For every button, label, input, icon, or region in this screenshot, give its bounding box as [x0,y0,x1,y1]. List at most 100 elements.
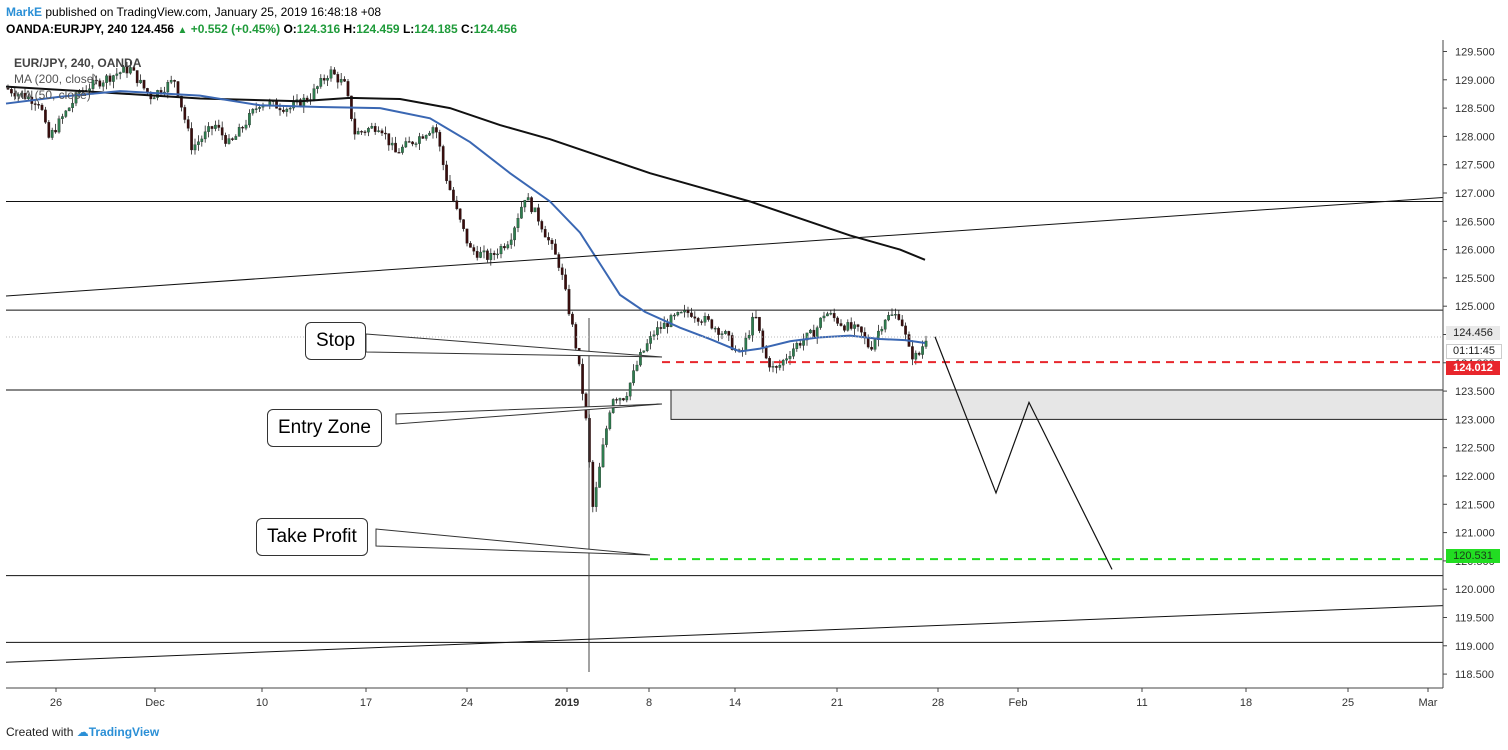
tradingview-logo-icon: ☁ [76,725,89,739]
candle-body [499,246,503,255]
legend-title: EUR/JPY, 240, OANDA [14,56,142,70]
time-tick-label: 2019 [555,697,579,709]
time-tick-label: 14 [729,697,741,709]
candle-body [897,314,901,320]
candle-body [16,94,20,97]
candle-body [717,327,720,335]
change-value: +0.552 (+0.45%) [190,22,281,36]
candle-body [703,316,707,323]
candle-body [778,364,782,368]
candle-body [343,79,346,82]
take-profit-callout[interactable]: Take Profit [256,518,368,556]
countdown-tag: 01:11:45 [1446,344,1502,359]
candle-body [730,335,734,350]
candle-body [475,251,479,258]
candle-body [496,253,499,256]
candle-body [394,142,397,153]
trendlines[interactable] [5,197,1444,663]
candle-body [894,314,897,316]
candle-body [513,227,516,241]
entry-zone-box [670,389,1444,420]
candle-body [584,393,588,419]
candle-body [866,337,870,348]
candle-body [169,80,173,83]
entry-zone[interactable] [670,389,1444,420]
candle-body [401,146,404,153]
time-tick-label: 8 [646,697,652,709]
candle-body [924,340,928,347]
low-label: L: [402,22,415,36]
candle-body [125,66,129,74]
entry-zone-callout[interactable]: Entry Zone [267,409,382,447]
candle-body [771,366,775,368]
candle-body [326,78,329,81]
stop-callout[interactable]: Stop [305,322,367,360]
candle-body [853,324,856,329]
candle-body [458,208,462,220]
candle-body [472,247,476,252]
candle-body [112,75,115,82]
candle-body [764,346,768,359]
candle-body [781,360,785,366]
candle-body [115,73,119,76]
candle-body [526,197,530,201]
candle-body [40,104,44,111]
author-name[interactable]: MarkE [6,5,43,19]
candle-body [523,199,527,208]
price-tick-label: 127.000 [1455,188,1495,200]
candle-body [761,330,765,348]
candle-body [554,243,557,255]
candle-body [44,109,47,123]
up-arrow-icon: ▲ [177,25,188,36]
candle-body [788,356,792,359]
candle-body [849,322,853,329]
candle-body [870,346,873,350]
candle-body [227,138,231,144]
candle-body [914,352,918,360]
candle-body [244,124,248,129]
candle-body [917,352,921,355]
last-price-tag: 124.456 [1446,326,1500,340]
legend-ma200[interactable]: MA (200, close) [14,72,98,86]
price-tick-label: 129.500 [1455,46,1495,58]
candle-body [506,244,510,249]
time-tick-label: 25 [1342,697,1354,709]
candle-body [64,110,68,117]
tradingview-brand[interactable]: TradingView [88,725,160,739]
candle-body [57,118,61,133]
candle-body [751,316,754,336]
price-tick-label: 121.000 [1455,528,1495,540]
horizontal-levels[interactable] [6,200,1443,643]
candle-body [91,79,95,89]
candle-body [662,322,666,329]
price-tick-label: 128.000 [1455,131,1495,143]
candle-body [248,113,251,126]
candle-body [282,109,285,112]
candle-body [214,124,217,129]
candle-body [482,250,486,253]
candle-body [217,124,221,128]
candle-body [421,136,425,139]
candle-body [234,136,238,140]
candle-body [132,67,136,71]
take-profit-callout-leader [375,528,651,556]
callout-leaders [365,333,663,556]
candle-body [608,412,612,429]
candle-body [618,398,622,401]
candle-body [356,131,360,135]
candle-body [353,118,357,135]
legend-ma50[interactable]: MA (50, close) [14,88,91,102]
time-tick-label: Dec [145,697,165,709]
candle-body [822,315,826,319]
price-tick-label: 122.000 [1455,471,1495,483]
trade-levels[interactable] [6,336,1443,570]
candle-body [13,92,17,97]
high-label: H: [343,22,357,36]
candle-body [339,79,343,83]
stop-price-tag: 124.012 [1446,361,1500,375]
candle-body [67,107,71,112]
candle-body [33,103,37,105]
candle-body [173,80,176,82]
candle-body [231,138,234,140]
